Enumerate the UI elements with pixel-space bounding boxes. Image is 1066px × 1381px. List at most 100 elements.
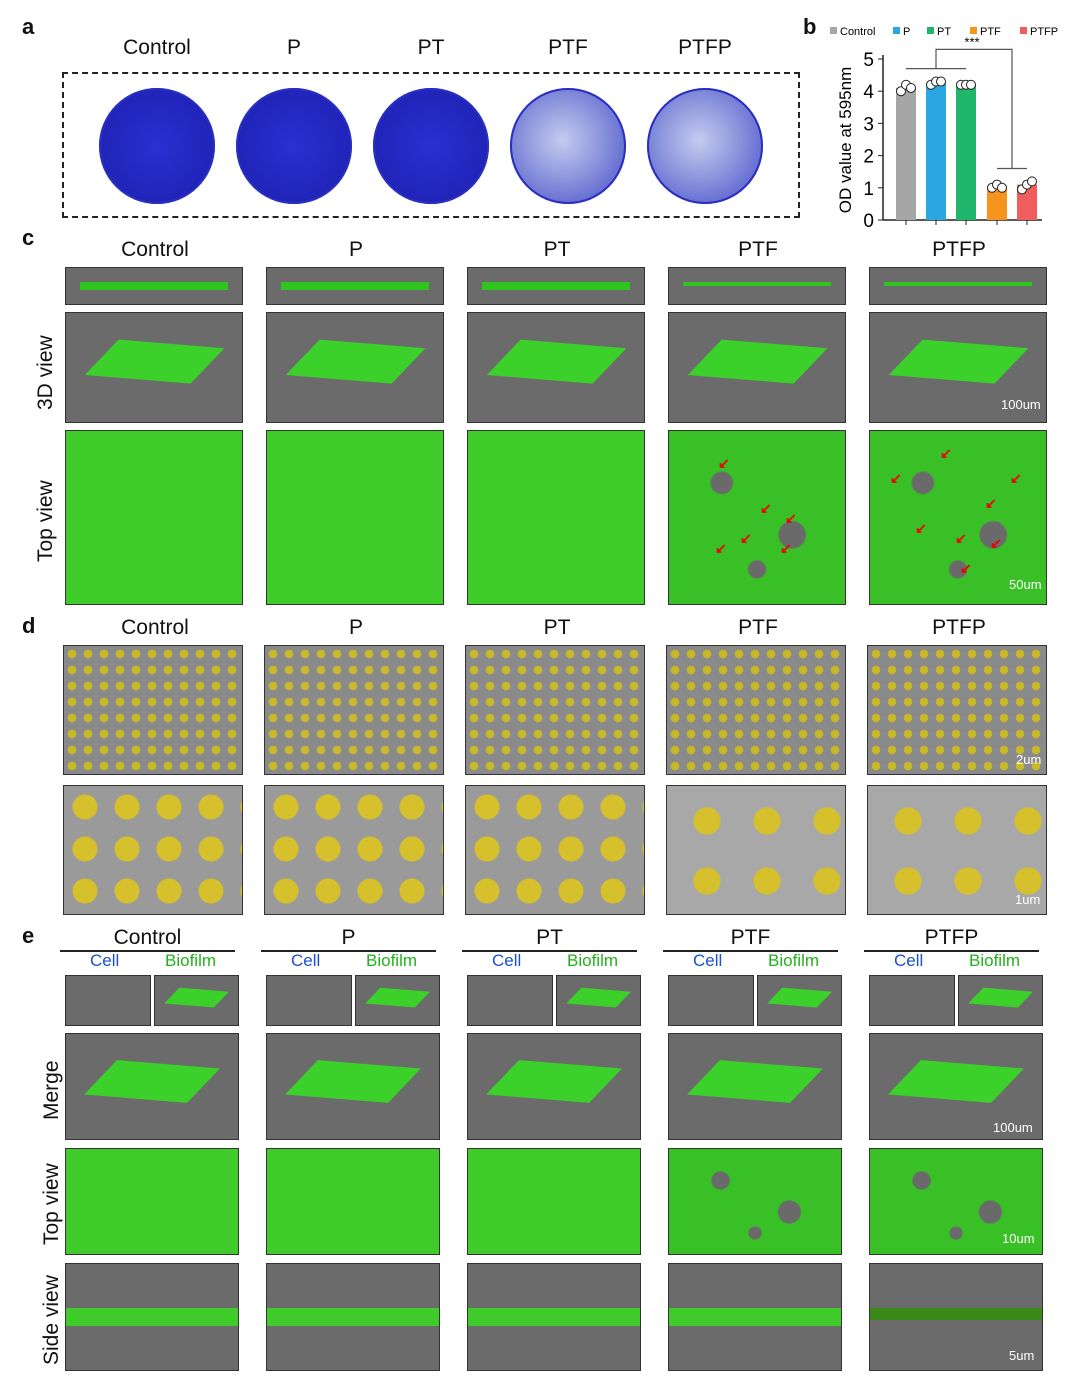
c-title: PTF	[738, 238, 778, 261]
scale-bar-label: 1um	[1015, 892, 1041, 907]
panel-label-d: d	[22, 613, 36, 638]
legend-label: P	[903, 26, 910, 38]
y-tick-label: 4	[863, 82, 874, 103]
crystal-violet-dish	[510, 88, 626, 204]
e-top-view-panel	[65, 1148, 239, 1255]
legend-swatch	[970, 27, 977, 34]
biofilm-label: Biofilm	[969, 951, 1021, 970]
legend-swatch	[893, 27, 900, 34]
y-axis-label: OD value at 595nm	[836, 67, 855, 213]
top-view-panel	[266, 430, 444, 605]
data-point	[997, 182, 1007, 193]
side-view-panel	[65, 1263, 239, 1371]
y-tick-label: 0	[863, 211, 874, 232]
c-title: PTFP	[932, 238, 986, 261]
d-title: Control	[121, 616, 189, 639]
cell-label: Cell	[90, 951, 120, 970]
legend-label: PTFP	[1030, 26, 1058, 38]
bar-Control	[896, 87, 916, 220]
legend-label: PTF	[980, 26, 1001, 38]
scale-bar-label: 10um	[1002, 1231, 1035, 1246]
biofilm-label: Biofilm	[165, 951, 217, 970]
red-arrow-icon: ↙	[890, 470, 902, 486]
sem-low-mag	[666, 645, 846, 775]
scale-bar-label: 2um	[1016, 752, 1042, 767]
dashed-box	[62, 72, 800, 218]
e-title: PTF	[663, 926, 838, 952]
e-title: PTFP	[864, 926, 1039, 952]
red-arrow-icon: ↙	[718, 455, 730, 471]
c-title: Control	[121, 238, 189, 261]
e-title: P	[261, 926, 436, 952]
side-view-panel	[467, 1263, 641, 1371]
biofilm-channel-panel	[355, 975, 440, 1026]
sem-low-mag	[63, 645, 243, 775]
crystal-violet-dish	[373, 88, 489, 204]
red-arrow-icon: ↙	[940, 445, 952, 461]
d-title: PT	[543, 616, 571, 639]
cell-channel-panel	[668, 975, 754, 1026]
c-title: P	[348, 238, 363, 261]
merge-panel	[467, 1033, 641, 1140]
sem-low-mag	[264, 645, 444, 775]
cell-label: Cell	[693, 951, 723, 970]
d-title: PTF	[738, 616, 778, 639]
side-strip	[467, 267, 645, 305]
sem-high-mag	[63, 785, 243, 915]
top-view-panel	[467, 430, 645, 605]
crystal-violet-dish	[99, 88, 215, 204]
panel-label-a: a	[22, 14, 35, 39]
row-label-c_3d: 3D view	[34, 335, 57, 410]
red-arrow-icon: ↙	[985, 495, 997, 511]
cell-label: Cell	[291, 951, 321, 970]
scale-bar-label: 50um	[1009, 577, 1042, 592]
sem-high-mag	[264, 785, 444, 915]
row-label-c_top: Top view	[34, 480, 57, 562]
a-title-PTFP: PTFP	[678, 36, 732, 59]
e-top-view-panel	[467, 1148, 641, 1255]
legend-label: Control	[840, 26, 875, 38]
data-point	[896, 86, 906, 97]
red-arrow-icon: ↙	[715, 540, 727, 556]
y-tick-label: 2	[863, 147, 874, 168]
red-arrow-icon: ↙	[955, 530, 967, 546]
red-arrow-icon: ↙	[780, 540, 792, 556]
merge-panel	[266, 1033, 440, 1140]
3d-view-panel	[266, 312, 444, 423]
scale-bar-label: 100um	[1001, 397, 1041, 412]
3d-view-panel	[869, 312, 1047, 423]
row-label-e_top: Top view	[40, 1163, 63, 1245]
red-arrow-icon: ↙	[960, 560, 972, 576]
side-strip	[65, 267, 243, 305]
bar-P	[926, 83, 946, 221]
side-strip	[266, 267, 444, 305]
merge-panel	[65, 1033, 239, 1140]
panel-label-c: c	[22, 225, 35, 250]
side-view-panel	[869, 1263, 1043, 1371]
y-tick-label: 3	[863, 114, 874, 135]
legend-swatch	[830, 27, 837, 34]
red-arrow-icon: ↙	[915, 520, 927, 536]
significance-stars: ***	[964, 34, 979, 49]
e-top-view-panel	[869, 1148, 1043, 1255]
d-title: P	[348, 616, 363, 639]
side-strip	[668, 267, 846, 305]
merge-panel	[668, 1033, 842, 1140]
e-title: PT	[462, 926, 637, 952]
bar-PT	[956, 84, 976, 220]
e-title: Control	[60, 926, 235, 952]
cell-label: Cell	[894, 951, 924, 970]
red-arrow-icon: ↙	[990, 535, 1002, 551]
legend-swatch	[1020, 27, 1027, 34]
cell-channel-panel	[65, 975, 151, 1026]
legend-label: PT	[937, 26, 951, 38]
red-arrow-icon: ↙	[740, 530, 752, 546]
panel-label-e: e	[22, 923, 35, 948]
red-arrow-icon: ↙	[1010, 470, 1022, 486]
sem-high-mag	[867, 785, 1047, 915]
a-title-Control: Control	[123, 36, 191, 59]
cell-channel-panel	[266, 975, 352, 1026]
data-point	[1027, 176, 1037, 187]
side-view-panel	[668, 1263, 842, 1371]
